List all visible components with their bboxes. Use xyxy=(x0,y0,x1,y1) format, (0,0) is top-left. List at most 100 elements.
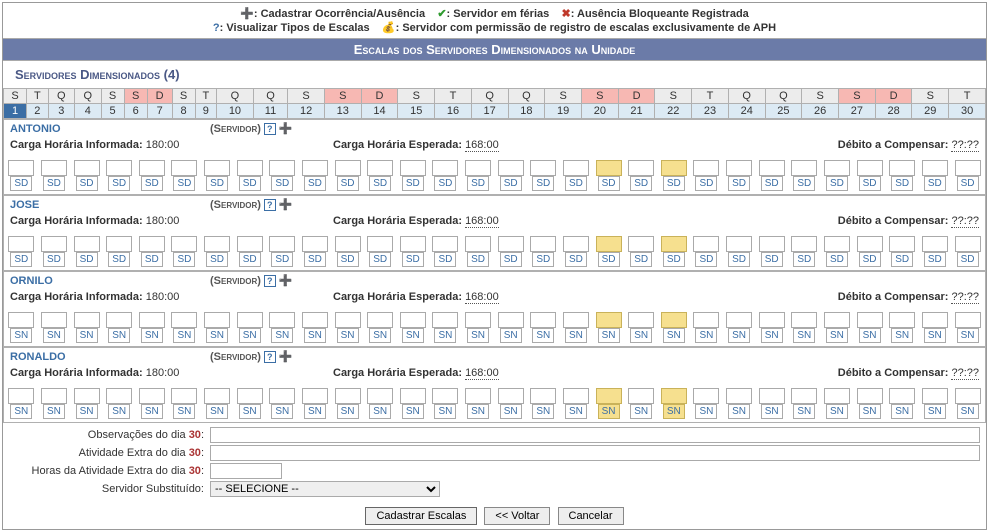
shift-input[interactable] xyxy=(661,236,687,252)
shift-input[interactable] xyxy=(41,388,67,404)
shift-input[interactable] xyxy=(889,388,915,404)
shift-input[interactable] xyxy=(237,160,263,176)
shift-input[interactable] xyxy=(367,160,393,176)
day-cell[interactable]: 16 xyxy=(435,104,472,119)
shift-input[interactable] xyxy=(171,388,197,404)
shift-input[interactable] xyxy=(563,160,589,176)
day-cell[interactable]: 10 xyxy=(217,104,254,119)
shift-input[interactable] xyxy=(889,312,915,328)
shift-input[interactable] xyxy=(74,312,100,328)
shift-input[interactable] xyxy=(139,160,165,176)
shift-input[interactable] xyxy=(237,236,263,252)
shift-input[interactable] xyxy=(791,388,817,404)
shift-input[interactable] xyxy=(596,160,622,176)
shift-input[interactable] xyxy=(74,160,100,176)
shift-input[interactable] xyxy=(498,236,524,252)
shift-input[interactable] xyxy=(465,160,491,176)
shift-input[interactable] xyxy=(596,236,622,252)
shift-input[interactable] xyxy=(367,388,393,404)
shift-input[interactable] xyxy=(8,160,34,176)
shift-input[interactable] xyxy=(498,160,524,176)
shift-input[interactable] xyxy=(8,388,34,404)
shift-input[interactable] xyxy=(400,388,426,404)
shift-input[interactable] xyxy=(302,312,328,328)
shift-input[interactable] xyxy=(106,312,132,328)
shift-input[interactable] xyxy=(824,312,850,328)
shift-input[interactable] xyxy=(74,236,100,252)
shift-input[interactable] xyxy=(41,312,67,328)
shift-input[interactable] xyxy=(400,312,426,328)
shift-input[interactable] xyxy=(628,160,654,176)
shift-input[interactable] xyxy=(530,388,556,404)
shift-input[interactable] xyxy=(465,312,491,328)
shift-input[interactable] xyxy=(824,388,850,404)
shift-input[interactable] xyxy=(824,236,850,252)
day-cell[interactable]: 1 xyxy=(4,104,27,119)
day-cell[interactable]: 9 xyxy=(195,104,216,119)
shift-input[interactable] xyxy=(857,312,883,328)
shift-input[interactable] xyxy=(857,388,883,404)
shift-input[interactable] xyxy=(269,236,295,252)
shift-input[interactable] xyxy=(530,236,556,252)
shift-input[interactable] xyxy=(530,312,556,328)
shift-input[interactable] xyxy=(955,160,981,176)
shift-input[interactable] xyxy=(857,236,883,252)
shift-input[interactable] xyxy=(139,236,165,252)
shift-input[interactable] xyxy=(661,388,687,404)
shift-input[interactable] xyxy=(335,160,361,176)
ativ-input[interactable] xyxy=(210,445,980,461)
plus-icon[interactable]: ➕ xyxy=(279,275,293,287)
shift-input[interactable] xyxy=(661,312,687,328)
day-cell[interactable]: 20 xyxy=(581,104,618,119)
help-icon[interactable]: ? xyxy=(264,275,276,287)
shift-input[interactable] xyxy=(791,160,817,176)
shift-input[interactable] xyxy=(726,312,752,328)
shift-input[interactable] xyxy=(563,236,589,252)
shift-input[interactable] xyxy=(759,160,785,176)
shift-input[interactable] xyxy=(628,236,654,252)
shift-input[interactable] xyxy=(335,236,361,252)
obs-input[interactable] xyxy=(210,427,980,443)
shift-input[interactable] xyxy=(237,388,263,404)
day-cell[interactable]: 19 xyxy=(545,104,582,119)
shift-input[interactable] xyxy=(139,312,165,328)
day-cell[interactable]: 21 xyxy=(618,104,655,119)
day-cell[interactable]: 3 xyxy=(48,104,75,119)
shift-input[interactable] xyxy=(791,236,817,252)
shift-input[interactable] xyxy=(269,312,295,328)
shift-input[interactable] xyxy=(498,312,524,328)
shift-input[interactable] xyxy=(693,388,719,404)
shift-input[interactable] xyxy=(204,160,230,176)
day-cell[interactable]: 24 xyxy=(728,104,765,119)
shift-input[interactable] xyxy=(171,236,197,252)
day-cell[interactable]: 22 xyxy=(655,104,692,119)
shift-input[interactable] xyxy=(204,236,230,252)
day-cell[interactable]: 23 xyxy=(692,104,729,119)
shift-input[interactable] xyxy=(726,236,752,252)
plus-icon[interactable]: ➕ xyxy=(279,351,293,363)
shift-input[interactable] xyxy=(335,388,361,404)
shift-input[interactable] xyxy=(628,388,654,404)
shift-input[interactable] xyxy=(955,236,981,252)
shift-input[interactable] xyxy=(498,388,524,404)
shift-input[interactable] xyxy=(106,160,132,176)
day-cell[interactable]: 15 xyxy=(398,104,435,119)
shift-input[interactable] xyxy=(530,160,556,176)
day-cell[interactable]: 17 xyxy=(471,104,508,119)
day-cell[interactable]: 6 xyxy=(124,104,147,119)
shift-input[interactable] xyxy=(432,388,458,404)
shift-input[interactable] xyxy=(955,388,981,404)
shift-input[interactable] xyxy=(432,236,458,252)
shift-input[interactable] xyxy=(759,388,785,404)
shift-input[interactable] xyxy=(367,236,393,252)
shift-input[interactable] xyxy=(465,388,491,404)
cadastrar-button[interactable]: Cadastrar Escalas xyxy=(365,507,477,525)
shift-input[interactable] xyxy=(432,160,458,176)
shift-input[interactable] xyxy=(465,236,491,252)
shift-input[interactable] xyxy=(596,312,622,328)
day-cell[interactable]: 11 xyxy=(253,104,287,119)
shift-input[interactable] xyxy=(302,388,328,404)
shift-input[interactable] xyxy=(726,160,752,176)
shift-input[interactable] xyxy=(759,236,785,252)
shift-input[interactable] xyxy=(74,388,100,404)
